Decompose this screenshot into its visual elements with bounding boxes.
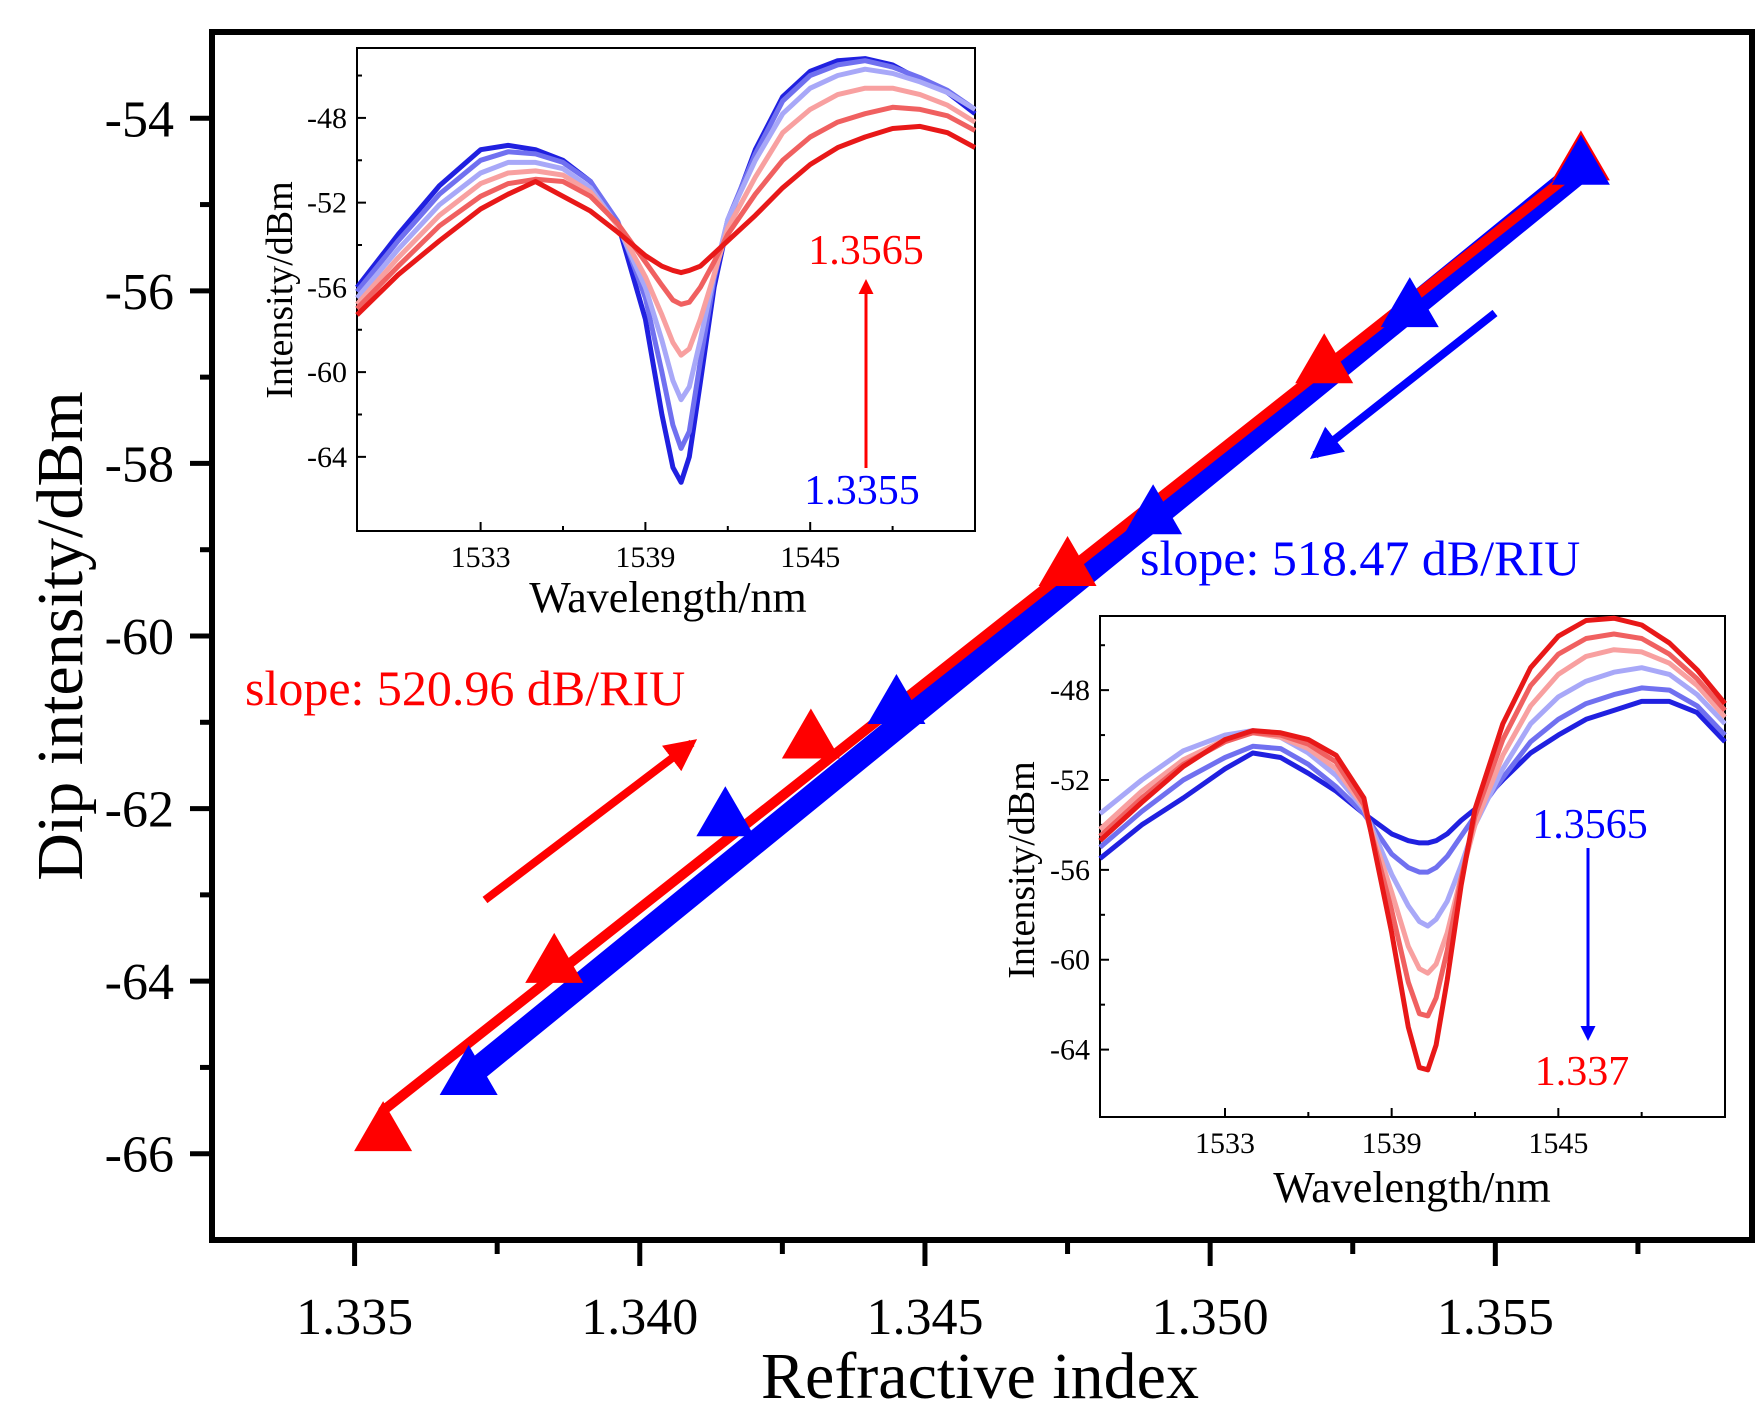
red-triangle-marker (354, 1101, 413, 1152)
main-plot: 1.335 1.340 1.345 1.350 1.355 -54 -56 -58 -60 -62… (24, 29, 1755, 1412)
blue-triangle-marker (696, 786, 755, 837)
main-y-tick-label: -58 (105, 436, 174, 493)
red-triangle-marker (1295, 333, 1354, 384)
inset-bottom-x-tick-label: 1533 (1195, 1127, 1255, 1160)
main-axis-ticks: 1.335 1.340 1.345 1.350 1.355 -54 -56 -58 -60 -62… (105, 91, 1641, 1346)
inset-top-x-tick-label: 1533 (451, 541, 511, 574)
inset-bottom-x-axis-label: Wavelength/nm (1273, 1163, 1551, 1212)
main-y-tick-label: -54 (105, 91, 174, 148)
blue-triangle-marker (867, 674, 926, 725)
inset-bottom-spectrum-curve (1098, 615, 1727, 1073)
red-fit-line (378, 160, 1586, 1116)
inset-top-spectrum-curve (355, 58, 977, 451)
inset-top-x-axis-label: Wavelength/nm (529, 573, 807, 622)
inset-bottom-spectrum-curve (1098, 685, 1727, 875)
inset-bottom-y-axis-label: Intensity/dBm (1001, 761, 1043, 978)
inset-top-y-tick-label: -52 (307, 187, 347, 220)
inset-bottom: 1533 1539 1545 -48 -52 -56 -60 -64 1.3565 1.337… (1001, 615, 1727, 1212)
inset-top-spectrum-curve (355, 104, 977, 311)
main-data-markers (354, 130, 1610, 1152)
red-triangle-marker (781, 708, 840, 759)
main-y-tick-label: -60 (105, 609, 174, 666)
main-y-tick-label: -66 (105, 1127, 174, 1184)
inset-top-x-tick-label: 1545 (780, 541, 840, 574)
main-x-tick-label: 1.335 (296, 1289, 413, 1346)
inset-top-ticks: 1533 1539 1545 -48 -52 -56 -60 -64 (307, 74, 894, 574)
main-x-axis-label: Refractive index (761, 1340, 1199, 1412)
main-y-tick-label: -56 (105, 264, 174, 321)
inset-bottom-background (1099, 615, 1726, 1118)
inset-bottom-x-tick-label: 1539 (1362, 1127, 1422, 1160)
inset-top-y-tick-label: -56 (307, 271, 347, 304)
inset-top-spectrum-curve (355, 85, 977, 358)
inset-bottom-ticks: 1533 1539 1545 -48 -52 -56 -60 -64 (1050, 644, 1643, 1160)
main-x-tick-label: 1.345 (866, 1289, 983, 1346)
inset-top-x-tick-label: 1539 (615, 541, 675, 574)
red-triangle-marker (1038, 535, 1097, 586)
inset-bottom-y-tick-label: -60 (1050, 944, 1090, 977)
blue-slope-label: slope: 518.47 dB/RIU (1140, 530, 1580, 586)
inset-top-y-tick-label: -64 (307, 441, 347, 474)
blue-triangle-marker (1380, 277, 1439, 328)
main-y-axis-label: Dip intensity/dBm (24, 391, 97, 881)
inset-top-y-tick-label: -48 (307, 102, 347, 135)
inset-bottom-y-tick-label: -52 (1050, 764, 1090, 797)
inset-top: 1533 1539 1545 -48 -52 -56 -60 -64 1.3565 1.335… (259, 47, 977, 622)
inset-bottom-label-upper: 1.3565 (1532, 802, 1648, 848)
increasing-arrow (482, 739, 698, 904)
red-triangle-marker (525, 932, 584, 983)
main-y-tick-label: -64 (105, 954, 174, 1011)
main-x-tick-label: 1.340 (581, 1289, 698, 1346)
inset-top-y-axis-label: Intensity/dBm (259, 181, 301, 398)
inset-top-label-lower: 1.3355 (804, 468, 920, 514)
inset-top-spectrum-curve (355, 123, 977, 317)
inset-bottom-y-tick-label: -48 (1050, 674, 1090, 707)
blue-triangle-marker (439, 1045, 498, 1096)
inset-top-label-upper: 1.3565 (808, 228, 924, 274)
blue-triangle-marker (1124, 484, 1183, 535)
inset-top-curves (355, 56, 977, 485)
inset-bottom-y-tick-label: -56 (1050, 854, 1090, 887)
inset-top-spectrum-curve (355, 66, 977, 403)
inset-bottom-label-lower: 1.337 (1535, 1049, 1630, 1095)
inset-bottom-x-tick-label: 1545 (1528, 1127, 1588, 1160)
decreasing-arrow (1309, 309, 1498, 459)
blue-triangle-marker (1551, 134, 1610, 185)
inset-bottom-y-tick-label: -64 (1050, 1034, 1090, 1067)
main-y-tick-label: -62 (105, 782, 174, 839)
main-x-tick-label: 1.355 (1437, 1289, 1554, 1346)
main-x-tick-label: 1.350 (1152, 1289, 1269, 1346)
inset-bottom-curves (1098, 615, 1727, 1073)
red-slope-label: slope: 520.96 dB/RIU (245, 660, 685, 716)
inset-top-y-tick-label: -60 (307, 356, 347, 389)
inset-bottom-spectrum-curve (1098, 698, 1727, 861)
